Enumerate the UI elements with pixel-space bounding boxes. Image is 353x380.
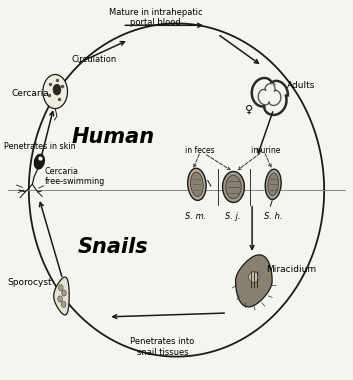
Ellipse shape bbox=[61, 301, 66, 307]
Text: S. m.: S. m. bbox=[185, 212, 207, 221]
Text: Snails: Snails bbox=[78, 237, 149, 257]
Ellipse shape bbox=[265, 169, 281, 200]
Text: ♀: ♀ bbox=[245, 105, 253, 114]
Ellipse shape bbox=[268, 173, 279, 196]
Text: S. h.: S. h. bbox=[264, 212, 282, 221]
Text: S. j.: S. j. bbox=[225, 212, 241, 221]
Text: Circulation: Circulation bbox=[71, 55, 116, 64]
Ellipse shape bbox=[249, 272, 259, 282]
Ellipse shape bbox=[191, 172, 203, 196]
Ellipse shape bbox=[59, 285, 63, 291]
Ellipse shape bbox=[43, 74, 67, 109]
Text: Sporocyst: Sporocyst bbox=[8, 278, 52, 287]
Text: Penetrates in skin: Penetrates in skin bbox=[4, 142, 76, 151]
Polygon shape bbox=[235, 255, 272, 307]
Text: Penetrates into
snail tissues: Penetrates into snail tissues bbox=[130, 337, 195, 357]
Ellipse shape bbox=[58, 296, 62, 302]
Text: in feces: in feces bbox=[185, 146, 214, 155]
Text: Mature in intrahepatic
portal blood: Mature in intrahepatic portal blood bbox=[109, 8, 202, 27]
Polygon shape bbox=[54, 277, 69, 315]
Text: Adults: Adults bbox=[287, 81, 316, 90]
Text: Miracidium: Miracidium bbox=[266, 265, 316, 274]
Text: in urine: in urine bbox=[251, 146, 281, 155]
Text: Human: Human bbox=[72, 127, 155, 147]
Text: Cercaria
free-swimming: Cercaria free-swimming bbox=[44, 167, 105, 187]
Ellipse shape bbox=[53, 84, 61, 95]
Ellipse shape bbox=[222, 171, 244, 203]
Ellipse shape bbox=[188, 168, 206, 200]
Ellipse shape bbox=[226, 175, 241, 199]
Ellipse shape bbox=[62, 290, 66, 296]
Ellipse shape bbox=[34, 154, 44, 169]
Text: Cercaria: Cercaria bbox=[11, 89, 49, 98]
